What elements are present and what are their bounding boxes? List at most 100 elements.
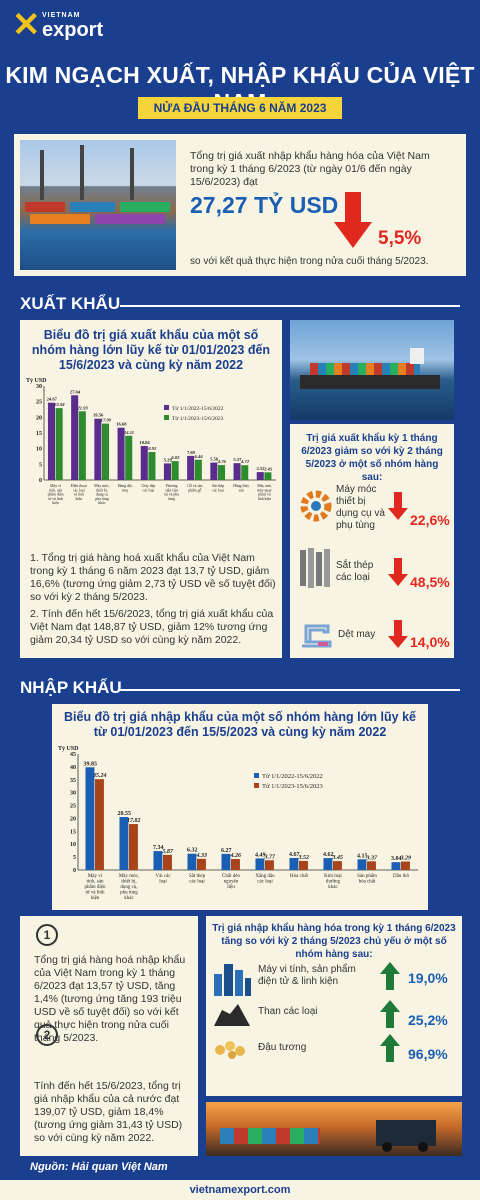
bar [187, 455, 195, 480]
data-label: 17.99 [101, 418, 112, 423]
y-tick-label: 20 [70, 816, 76, 822]
divider [120, 689, 460, 691]
export-paragraph-2: 2. Tính đến hết 15/6/2023, tổng trị giá … [30, 608, 274, 646]
bar [210, 462, 218, 480]
import-item-pct: 96,9% [408, 1046, 448, 1062]
y-tick-label: 35 [70, 778, 76, 784]
bar [323, 858, 333, 870]
export-item-pct: 14,0% [410, 634, 450, 650]
bar [125, 435, 133, 480]
data-label: 24.67 [47, 397, 58, 402]
category-label: Máy móc, thiết bị, dụng cụ phụ tùng khác [94, 484, 109, 505]
data-label: 3.04 [391, 856, 402, 862]
export-side-card [290, 424, 454, 658]
divider [120, 305, 460, 307]
import-section-title: NHẬP KHẨU [20, 678, 122, 697]
up-arrow-icon [380, 1034, 400, 1062]
import-item-label: Máy vi tính, sản phẩm điện tử & linh kiệ… [258, 964, 356, 987]
bar [265, 860, 274, 870]
data-label: 4.72 [240, 459, 250, 464]
page-subtitle: NỬA ĐẦU THÁNG 6 NĂM 2023 [138, 97, 342, 119]
category-label: Hàng dệt, may [118, 484, 133, 492]
export-item-pct: 22,6% [410, 512, 450, 528]
data-label: 16.68 [116, 422, 127, 427]
y-tick-label: 5 [39, 462, 42, 468]
bar [95, 779, 104, 870]
y-tick-label: 40 [70, 765, 76, 771]
category-label: Hóa chất [290, 874, 309, 879]
export-chart-title: Biểu đồ trị giá xuất khẩu của một số nhó… [31, 328, 271, 372]
bar [197, 858, 206, 870]
category-label: Phương tiện vận tải và phụ tùng [164, 484, 179, 501]
data-label: 10.84 [139, 440, 150, 445]
bar [256, 472, 264, 480]
category-label: Sắt thép các loại [189, 873, 206, 885]
city-icon [214, 964, 251, 996]
bar [255, 858, 265, 870]
export-paragraph-1: 1. Tổng trị giá hàng hoá xuất khẩu của V… [30, 552, 276, 603]
down-arrow-icon [388, 620, 408, 648]
down-arrow-icon [388, 492, 408, 520]
import-paragraph-2: Tính đến hết 15/6/2023, tổng trị giá nhậ… [34, 1080, 183, 1144]
data-label: 4.15 [357, 853, 368, 859]
category-label: Máy ảnh, máy quay phim và linh kiện [257, 484, 272, 501]
y-tick-label: 30 [36, 384, 42, 390]
export-item-label: Máy móc thiết bị dụng cụ và phụ tùng [336, 484, 385, 531]
footer-link[interactable]: vietnamexport.com [0, 1180, 480, 1200]
category-label: Gỗ và sản phẩm gỗ [187, 483, 202, 492]
data-label: 8.92 [148, 446, 157, 451]
data-label: 19.56 [93, 413, 104, 418]
bar [221, 853, 231, 870]
category-label: Giày dép các loại [141, 484, 155, 492]
export-section-title: XUẤT KHẨU [20, 294, 121, 313]
data-label: 5.56 [210, 457, 219, 462]
bar [148, 452, 156, 480]
sewing-machine-icon [302, 624, 332, 648]
data-label: 7.34 [153, 845, 164, 851]
number-circle-1: 1 [36, 924, 58, 946]
bar [233, 463, 241, 480]
category-label: Dầu thô [393, 874, 409, 879]
data-label: 3.37 [366, 855, 379, 861]
steel-bars-icon [300, 548, 330, 588]
data-label: 3.29 [400, 856, 412, 862]
data-label: 4.49 [255, 852, 265, 858]
category-label: Kim loại thường khác [324, 874, 342, 890]
import-side-title: Trị giá nhập khẩu hàng hóa trong kỳ 1 th… [212, 923, 456, 960]
import-item-label: Đậu tương [258, 1042, 307, 1053]
data-label: 7.69 [187, 450, 196, 455]
data-label: 5.29 [164, 457, 173, 462]
legend-label: Từ 1/1/2022-15/6/2022 [262, 773, 323, 780]
data-label: 5.87 [163, 849, 175, 855]
data-label: 17.82 [127, 818, 141, 824]
data-label: 3.77 [264, 854, 277, 860]
data-label: 4.67 [289, 852, 300, 858]
import-item-pct: 25,2% [408, 1012, 448, 1028]
bar [367, 861, 376, 870]
bar [163, 854, 172, 870]
logo: ✕ VIETNAM export [12, 8, 132, 44]
bar [289, 857, 299, 870]
export-item-label: Dệt may [338, 629, 376, 640]
data-label: 4.76 [217, 459, 227, 464]
bar [117, 427, 125, 480]
gear-icon [300, 490, 332, 522]
bar [171, 461, 179, 480]
summary-text: Tổng trị giá xuất nhập khẩu hàng hóa của… [190, 150, 430, 188]
export-item-pct: 48,5% [410, 574, 450, 590]
number-circle-2: 2 [36, 1024, 58, 1046]
bar [401, 861, 410, 870]
summary-value: 27,27 TỶ USD [190, 192, 339, 218]
import-item-label: Than các loại [258, 1006, 318, 1017]
legend-swatch [164, 405, 169, 410]
category-label: Vải các loại [155, 874, 171, 885]
bar [55, 408, 63, 480]
legend-label: Từ 1/1/2023-15/6/2023 [262, 783, 323, 790]
bar [218, 465, 226, 480]
bar [85, 767, 95, 870]
legend-swatch [254, 783, 259, 788]
source-text: Nguồn: Hải quan Việt Nam [30, 1161, 168, 1173]
y-axis-label: Tỷ USD [58, 746, 79, 752]
import-chart: Tỷ USD 0 5 10 15 20 25 30 35 40 45 39.85 35.24 Máy vi… [58, 746, 418, 901]
